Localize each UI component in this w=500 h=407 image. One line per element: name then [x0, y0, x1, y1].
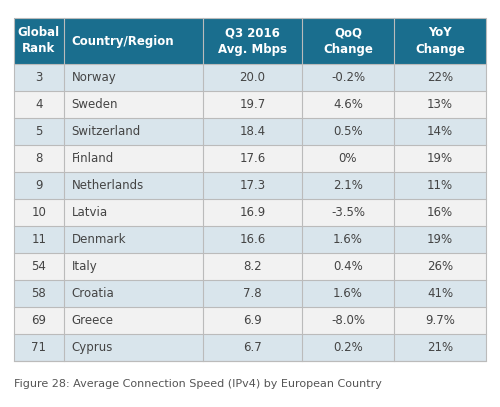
- Text: 19%: 19%: [427, 152, 453, 165]
- Text: Croatia: Croatia: [72, 287, 114, 300]
- Bar: [14, 145, 486, 172]
- Text: 16.6: 16.6: [239, 233, 266, 246]
- Text: -0.2%: -0.2%: [331, 71, 365, 84]
- Text: Q3 2016
Avg. Mbps: Q3 2016 Avg. Mbps: [218, 26, 287, 55]
- Text: Finland: Finland: [72, 152, 114, 165]
- Text: 4: 4: [35, 98, 42, 111]
- Bar: [14, 307, 486, 334]
- Text: QoQ
Change: QoQ Change: [323, 26, 373, 55]
- Text: 0.2%: 0.2%: [333, 341, 363, 354]
- Text: Switzerland: Switzerland: [72, 125, 141, 138]
- Text: Latvia: Latvia: [72, 206, 108, 219]
- Text: 9.7%: 9.7%: [425, 314, 455, 327]
- Text: 71: 71: [32, 341, 46, 354]
- Text: 26%: 26%: [427, 260, 453, 273]
- Text: 17.6: 17.6: [239, 152, 266, 165]
- Text: Italy: Italy: [72, 260, 98, 273]
- Text: 2.1%: 2.1%: [333, 179, 363, 192]
- Text: Netherlands: Netherlands: [72, 179, 144, 192]
- Text: Norway: Norway: [72, 71, 117, 84]
- Text: Country/Region: Country/Region: [72, 35, 174, 48]
- Text: 5: 5: [35, 125, 42, 138]
- Text: 18.4: 18.4: [240, 125, 266, 138]
- Bar: [14, 199, 486, 226]
- Text: 8.2: 8.2: [243, 260, 262, 273]
- Text: 21%: 21%: [427, 341, 453, 354]
- Text: 17.3: 17.3: [240, 179, 266, 192]
- Text: 14%: 14%: [427, 125, 453, 138]
- Text: 41%: 41%: [427, 287, 453, 300]
- Text: 7.8: 7.8: [243, 287, 262, 300]
- Text: 19.7: 19.7: [239, 98, 266, 111]
- Text: 22%: 22%: [427, 71, 453, 84]
- Bar: [14, 18, 486, 361]
- Bar: [14, 280, 486, 307]
- Text: Sweden: Sweden: [72, 98, 118, 111]
- Text: 58: 58: [32, 287, 46, 300]
- Text: 3: 3: [35, 71, 42, 84]
- Text: 6.7: 6.7: [243, 341, 262, 354]
- Text: -3.5%: -3.5%: [331, 206, 365, 219]
- Text: 0.4%: 0.4%: [333, 260, 363, 273]
- Text: 1.6%: 1.6%: [333, 287, 363, 300]
- Text: -8.0%: -8.0%: [331, 314, 365, 327]
- Text: Greece: Greece: [72, 314, 114, 327]
- Bar: [14, 334, 486, 361]
- Bar: [14, 253, 486, 280]
- Text: 10: 10: [32, 206, 46, 219]
- Text: Figure 28: Average Connection Speed (IPv4) by European Country: Figure 28: Average Connection Speed (IPv…: [14, 379, 382, 389]
- Text: Denmark: Denmark: [72, 233, 126, 246]
- Text: 0.5%: 0.5%: [333, 125, 363, 138]
- Text: 11: 11: [32, 233, 46, 246]
- Bar: [14, 118, 486, 145]
- Text: 4.6%: 4.6%: [333, 98, 363, 111]
- Text: 16%: 16%: [427, 206, 453, 219]
- Bar: [14, 172, 486, 199]
- Bar: [14, 91, 486, 118]
- Text: 0%: 0%: [338, 152, 357, 165]
- Text: 20.0: 20.0: [240, 71, 266, 84]
- Text: 69: 69: [32, 314, 46, 327]
- Text: 19%: 19%: [427, 233, 453, 246]
- Text: 54: 54: [32, 260, 46, 273]
- Bar: [14, 226, 486, 253]
- Text: YoY
Change: YoY Change: [415, 26, 465, 55]
- Text: Cyprus: Cyprus: [72, 341, 113, 354]
- Text: 13%: 13%: [427, 98, 453, 111]
- Bar: [14, 64, 486, 91]
- Text: 16.9: 16.9: [239, 206, 266, 219]
- Text: 11%: 11%: [427, 179, 453, 192]
- Text: Global
Rank: Global Rank: [18, 26, 60, 55]
- Text: 8: 8: [35, 152, 42, 165]
- Bar: [14, 18, 486, 64]
- Text: 9: 9: [35, 179, 42, 192]
- Text: 1.6%: 1.6%: [333, 233, 363, 246]
- Text: 6.9: 6.9: [243, 314, 262, 327]
